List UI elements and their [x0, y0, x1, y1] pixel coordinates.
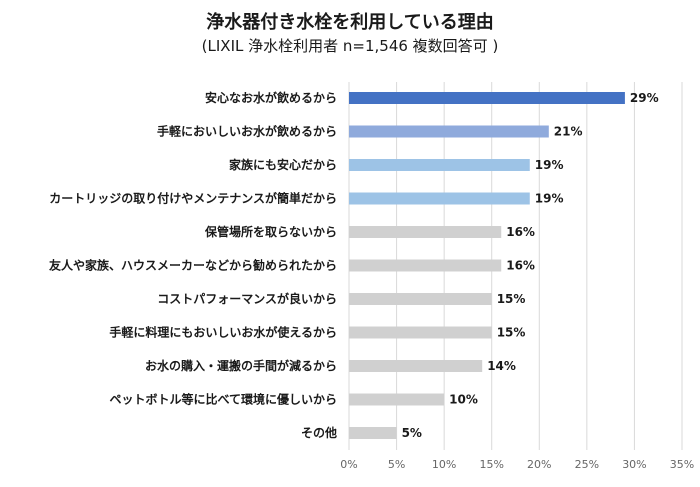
category-label: コストパフォーマンスが良いから	[157, 291, 337, 306]
data-label: 14%	[487, 359, 516, 373]
bar	[349, 427, 397, 439]
data-label: 16%	[506, 259, 535, 273]
bar	[349, 393, 445, 406]
category-labels: 安心なお水が飲めるから手軽においしいお水が飲めるから家族にも安心だからカートリッ…	[48, 90, 337, 440]
x-tick-label: 30%	[622, 458, 646, 471]
bar	[349, 125, 549, 138]
data-label: 15%	[497, 326, 526, 340]
data-label: 5%	[402, 426, 422, 440]
data-label: 19%	[535, 192, 564, 206]
category-label: お水の購入・運搬の手間が減るから	[145, 358, 337, 373]
category-label: 手軽に料理にもおいしいお水が使えるから	[109, 325, 337, 340]
bars	[349, 92, 625, 439]
category-label: 保管場所を取らないから	[204, 224, 337, 239]
bar	[349, 226, 502, 238]
x-tick-label: 10%	[432, 458, 456, 471]
category-label: 安心なお水が飲めるから	[205, 90, 337, 105]
data-label: 29%	[630, 91, 659, 105]
chart-subtitle: (LIXIL 浄水栓利用者 n=1,546 複数回答可 )	[201, 37, 499, 55]
bar	[349, 293, 492, 305]
bar	[349, 326, 492, 339]
bar	[349, 259, 502, 272]
x-tick-label: 0%	[340, 458, 357, 471]
value-labels: 29% 21% 19% 19% 16% 16% 15% 15% 14% 10% 5%	[402, 91, 659, 440]
gridlines	[348, 82, 683, 450]
category-label: ペットボトル等に比べて環境に優しいから	[109, 392, 337, 407]
category-label: 友人や家族、ハウスメーカーなどから勧められたから	[48, 258, 337, 273]
x-tick-label: 35%	[670, 458, 694, 471]
x-tick-label: 25%	[575, 458, 599, 471]
category-label: 手軽においしいお水が飲めるから	[157, 124, 337, 139]
category-label: カートリッジの取り付けやメンテナンスが簡単だから	[49, 191, 337, 206]
category-label: 家族にも安心だから	[229, 157, 337, 172]
bar	[349, 192, 530, 205]
x-axis-ticks: 0% 5% 10% 15% 20% 25% 30% 35%	[340, 458, 694, 471]
category-label: その他	[301, 425, 337, 440]
x-tick-label: 15%	[479, 458, 503, 471]
x-tick-label: 20%	[527, 458, 551, 471]
data-label: 16%	[506, 225, 535, 239]
bar	[349, 159, 530, 171]
bar	[349, 92, 625, 104]
bar	[349, 360, 483, 372]
chart-title: 浄水器付き水栓を利用している理由	[206, 12, 494, 33]
data-label: 10%	[449, 393, 478, 407]
x-tick-label: 5%	[388, 458, 405, 471]
data-label: 21%	[554, 125, 583, 139]
data-label: 15%	[497, 292, 526, 306]
data-label: 19%	[535, 158, 564, 172]
